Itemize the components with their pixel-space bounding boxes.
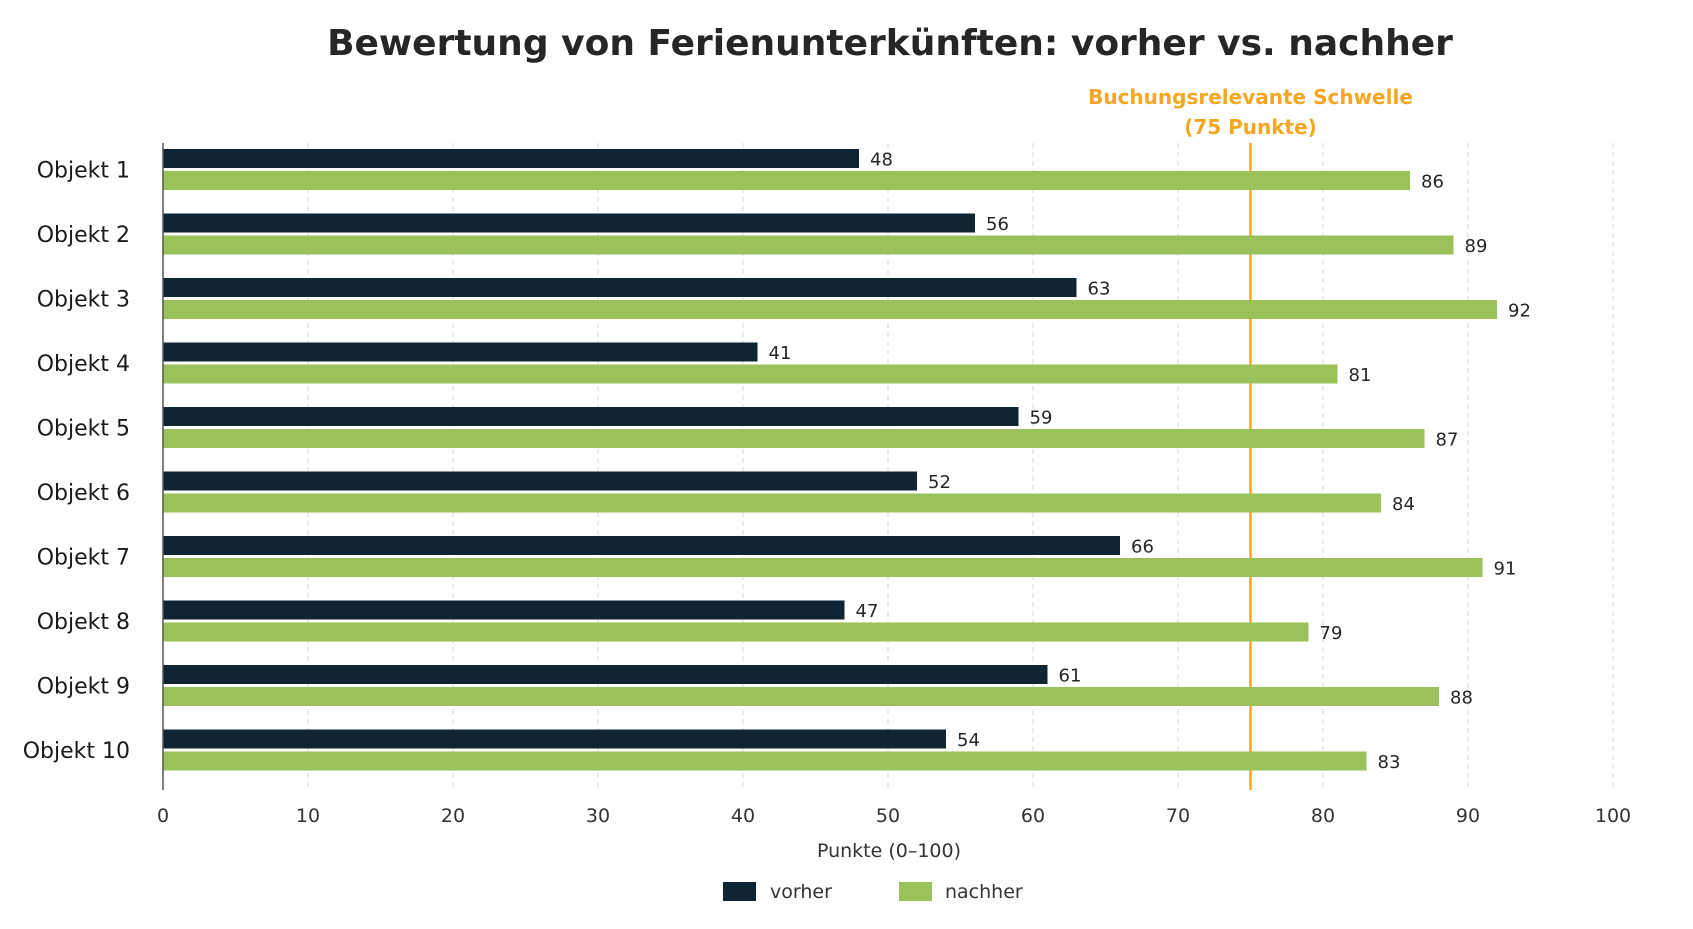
category-label-8: Objekt 8 (37, 610, 130, 635)
category-label-9: Objekt 9 (37, 675, 130, 700)
threshold-label-line2: (75 Punkte) (1184, 115, 1317, 139)
value-label-vorher-1: 48 (870, 150, 893, 171)
x-tick-label-10: 10 (296, 805, 320, 827)
x-tick-label-0: 0 (157, 805, 169, 827)
x-tick-label-50: 50 (876, 805, 900, 827)
bar-vorher-7 (163, 536, 1120, 555)
bar-nachher-10 (163, 751, 1367, 771)
category-label-6: Objekt 6 (37, 481, 130, 506)
bar-nachher-3 (163, 300, 1497, 319)
value-label-nachher-2: 89 (1465, 236, 1488, 257)
category-label-2: Objekt 2 (37, 223, 130, 248)
value-label-nachher-8: 79 (1320, 623, 1343, 644)
value-label-vorher-7: 66 (1131, 537, 1154, 558)
bar-vorher-10 (163, 729, 946, 749)
value-label-nachher-7: 91 (1494, 559, 1517, 580)
value-label-nachher-1: 86 (1421, 172, 1444, 193)
x-tick-label-20: 20 (441, 805, 465, 827)
value-label-vorher-4: 41 (769, 343, 792, 364)
bar-vorher-3 (163, 278, 1077, 297)
bar-nachher-1 (163, 171, 1410, 190)
category-label-5: Objekt 5 (37, 417, 130, 442)
bar-nachher-5 (163, 429, 1425, 448)
x-tick-label-40: 40 (731, 805, 755, 827)
value-label-nachher-9: 88 (1450, 688, 1473, 709)
legend-label-vorher: vorher (770, 881, 832, 903)
chart-title: Bewertung von Ferienunterkünften: vorher… (327, 23, 1453, 64)
legend-swatch-nachher (899, 882, 932, 901)
value-label-vorher-3: 63 (1088, 279, 1111, 300)
value-label-nachher-3: 92 (1508, 301, 1531, 322)
legend-swatch-vorher (723, 882, 756, 901)
bar-vorher-8 (163, 600, 845, 620)
bar-vorher-5 (163, 407, 1019, 426)
bar-nachher-4 (163, 364, 1338, 384)
x-tick-label-90: 90 (1456, 805, 1480, 827)
value-label-vorher-5: 59 (1030, 408, 1053, 429)
value-labels-group: 48 86 56 89 63 92 41 81 59 87 52 84 66 91 47 79 61 88 54 83 (769, 150, 1531, 774)
bar-nachher-6 (163, 493, 1381, 513)
value-label-nachher-6: 84 (1392, 494, 1415, 515)
x-axis-title: Punkte (0–100) (817, 840, 961, 862)
x-tick-label-30: 30 (586, 805, 610, 827)
bar-nachher-7 (163, 558, 1483, 577)
value-label-nachher-10: 83 (1378, 752, 1401, 773)
x-tick-label-70: 70 (1166, 805, 1190, 827)
value-label-vorher-10: 54 (957, 730, 980, 751)
x-tick-label-100: 100 (1595, 805, 1631, 827)
value-label-nachher-5: 87 (1436, 430, 1459, 451)
value-label-nachher-4: 81 (1349, 365, 1372, 386)
x-tick-label-60: 60 (1021, 805, 1045, 827)
bar-vorher-1 (163, 149, 859, 168)
category-label-1: Objekt 1 (37, 159, 130, 184)
bar-nachher-9 (163, 687, 1439, 706)
legend: vorher nachher (723, 881, 1023, 903)
category-label-10: Objekt 10 (23, 739, 130, 764)
bar-vorher-2 (163, 213, 975, 233)
legend-label-nachher: nachher (945, 881, 1023, 903)
bar-vorher-9 (163, 665, 1048, 684)
value-label-vorher-2: 56 (986, 214, 1009, 235)
value-label-vorher-9: 61 (1059, 666, 1082, 687)
category-label-4: Objekt 4 (37, 352, 130, 377)
value-label-vorher-8: 47 (856, 601, 879, 622)
axes-group: 0 10 20 30 40 50 60 70 80 90 100 Objekt 1 Objekt 2 Ob… (23, 143, 1631, 827)
category-label-3: Objekt 3 (37, 288, 130, 313)
bar-nachher-2 (163, 235, 1454, 255)
bar-vorher-4 (163, 342, 758, 362)
bar-vorher-6 (163, 471, 917, 491)
x-tick-label-80: 80 (1311, 805, 1335, 827)
threshold-label-line1: Buchungsrelevante Schwelle (1088, 85, 1413, 109)
bars-group (163, 149, 1497, 771)
threshold-group: Buchungsrelevante Schwelle (75 Punkte) (1088, 85, 1413, 790)
category-label-7: Objekt 7 (37, 546, 130, 571)
value-label-vorher-6: 52 (928, 472, 951, 493)
bar-nachher-8 (163, 622, 1309, 642)
